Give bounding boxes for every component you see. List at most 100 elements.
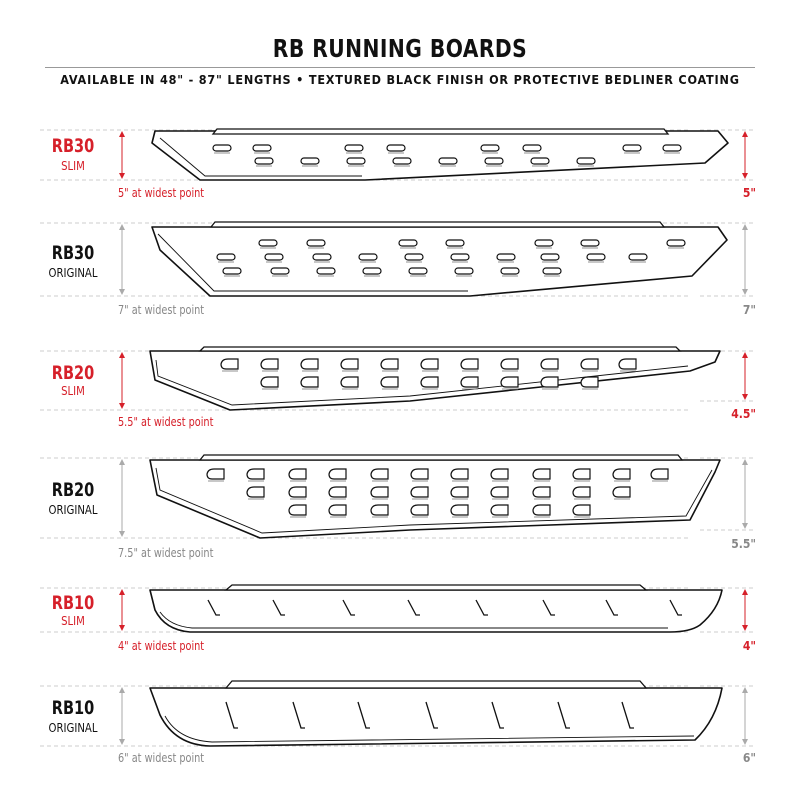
board-outline xyxy=(149,687,723,747)
arrow-head-down-icon xyxy=(119,403,125,409)
board-step-hole xyxy=(260,376,279,388)
board-step-hole xyxy=(532,468,551,480)
board-top-rail xyxy=(224,584,648,591)
board-tread-line xyxy=(557,701,570,729)
board-outline xyxy=(151,130,729,181)
board-outline xyxy=(149,459,721,539)
board-step-hole xyxy=(420,358,439,370)
board-variant-rb20-slim: SLIM xyxy=(61,383,85,398)
right-dimension: 5.5" xyxy=(731,537,756,551)
board-step-hole xyxy=(572,486,591,498)
board-edge xyxy=(159,611,668,629)
board-caption: 6" at widest point xyxy=(118,751,205,765)
board-slot xyxy=(542,267,562,275)
board-slot xyxy=(404,253,424,261)
board-step-hole xyxy=(370,468,389,480)
board-slot xyxy=(666,239,686,247)
subtitle: AVAILABLE IN 48" - 87" LENGTHS • TEXTURE… xyxy=(60,72,740,87)
arrow-head-up-icon xyxy=(119,131,125,137)
board-step-hole xyxy=(460,376,479,388)
board-slot xyxy=(454,267,474,275)
arrow-head-up-icon xyxy=(742,687,748,693)
board-tread-line xyxy=(225,701,238,729)
arrow-head-up-icon xyxy=(742,459,748,465)
board-step-hole xyxy=(572,468,591,480)
board-step-hole xyxy=(490,468,509,480)
board-step-hole xyxy=(328,504,347,516)
board-step-hole xyxy=(370,486,389,498)
board-step-hole xyxy=(540,376,559,388)
board-step-hole xyxy=(328,468,347,480)
board-slot xyxy=(306,239,326,247)
board-slot xyxy=(576,157,596,165)
board-slot xyxy=(300,157,320,165)
arrow-head-up-icon xyxy=(742,224,748,230)
board-slot xyxy=(480,144,500,152)
board-tread-line xyxy=(207,599,220,616)
board-edge xyxy=(155,467,713,534)
arrow-head-up-icon xyxy=(742,131,748,137)
board-step-hole xyxy=(618,358,637,370)
board-slot xyxy=(386,144,406,152)
board-step-hole xyxy=(370,504,389,516)
board-edge xyxy=(164,715,695,743)
board-step-hole xyxy=(380,358,399,370)
arrow-head-down-icon xyxy=(119,289,125,295)
board-slot xyxy=(258,239,278,247)
board-slot xyxy=(312,253,332,261)
board-step-hole xyxy=(300,358,319,370)
board-slot xyxy=(344,144,364,152)
board-slot xyxy=(316,267,336,275)
board-top-rail xyxy=(209,221,666,228)
board-step-hole xyxy=(532,486,551,498)
arrow-head-down-icon xyxy=(742,173,748,179)
arrow-head-down-icon xyxy=(119,173,125,179)
board-step-hole xyxy=(540,358,559,370)
board-step-hole xyxy=(288,504,307,516)
arrow-head-up-icon xyxy=(119,352,125,358)
board-model-rb20-original: RB20 xyxy=(51,479,95,501)
board-tread-line xyxy=(407,599,420,616)
board-tread-line xyxy=(357,701,370,729)
board-slot xyxy=(580,239,600,247)
board-edge xyxy=(157,233,468,292)
board-tread-line xyxy=(621,701,634,729)
board-step-hole xyxy=(572,504,591,516)
board-tread-line xyxy=(292,701,305,729)
board-step-hole xyxy=(410,486,429,498)
board-tread-line xyxy=(425,701,438,729)
board-step-hole xyxy=(246,468,265,480)
board-variant-rb30-original: ORIGINAL xyxy=(48,265,98,280)
arrow-head-up-icon xyxy=(119,687,125,693)
board-variant-rb20-original: ORIGINAL xyxy=(48,502,98,517)
board-slot xyxy=(496,253,516,261)
board-top-rail xyxy=(224,680,648,689)
board-step-hole xyxy=(260,358,279,370)
board-slot xyxy=(362,267,382,275)
board-step-hole xyxy=(490,504,509,516)
arrow-head-up-icon xyxy=(742,352,748,358)
board-step-hole xyxy=(450,504,469,516)
board-step-hole xyxy=(410,468,429,480)
board-tread-line xyxy=(669,599,682,616)
board-model-rb10-original: RB10 xyxy=(51,697,95,719)
board-edge xyxy=(159,137,362,177)
board-slot xyxy=(264,253,284,261)
arrow-head-down-icon xyxy=(742,739,748,745)
board-tread-line xyxy=(475,599,488,616)
board-step-hole xyxy=(612,486,631,498)
board-variant-rb30-slim: SLIM xyxy=(61,158,85,173)
board-caption: 5.5" at widest point xyxy=(118,415,214,429)
board-step-hole xyxy=(420,376,439,388)
board-slot xyxy=(212,144,232,152)
divider xyxy=(45,67,755,68)
arrow-head-down-icon xyxy=(742,289,748,295)
right-dimension: 5" xyxy=(742,186,756,200)
board-step-hole xyxy=(532,504,551,516)
board-tread-line xyxy=(342,599,355,616)
right-dimension: 7" xyxy=(742,303,756,317)
board-slot xyxy=(438,157,458,165)
board-step-hole xyxy=(220,358,239,370)
